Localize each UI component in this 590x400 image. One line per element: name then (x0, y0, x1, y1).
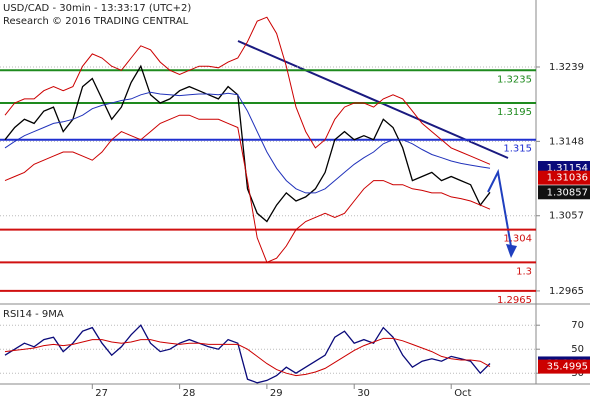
x-tick-label: 27 (95, 388, 108, 399)
arrow-head (506, 244, 517, 258)
price-tag-label: 35.4995 (547, 362, 588, 373)
y-tick-label: 50 (571, 344, 584, 355)
price-tag-label: 1.31036 (547, 173, 588, 184)
level-label: 1.304 (503, 234, 532, 245)
level-label: 1.2965 (497, 295, 532, 306)
y-tick-label: 1.3148 (549, 136, 584, 147)
projection-arrow (487, 168, 513, 253)
trendline (237, 40, 509, 159)
price-tag-label: 1.31154 (547, 163, 588, 174)
series-line (4, 16, 491, 165)
price-tag (538, 170, 590, 185)
x-tick-label: 29 (270, 388, 283, 399)
x-tick-label: 28 (183, 388, 196, 399)
level-label: 1.3195 (497, 107, 532, 118)
level-label: 1.315 (503, 144, 532, 155)
y-tick-label: 1.2965 (549, 286, 584, 297)
series-line (4, 324, 491, 384)
chart-subtitle: Research © 2016 TRADING CENTRAL (3, 16, 189, 27)
y-tick-label: 70 (571, 320, 584, 331)
y-tick-label: 1.3057 (549, 211, 584, 222)
price-tag (538, 185, 590, 200)
price-tag-label: 1.30857 (547, 187, 588, 198)
series-line (4, 337, 491, 377)
panel-title: RSI14 - 9MA (3, 309, 64, 320)
level-label: 1.3235 (497, 74, 532, 85)
x-tick-label: Oct (454, 388, 471, 399)
y-tick-label: 1.3239 (549, 62, 584, 73)
series-line (4, 114, 491, 263)
series-line (4, 91, 491, 194)
x-tick-label: 30 (357, 388, 370, 399)
price-tag (538, 359, 590, 374)
chart-title: USD/CAD - 30min - 13:33:17 (UTC+2) (3, 3, 191, 14)
level-label: 1.3 (516, 266, 532, 277)
y-tick-label: 30 (571, 368, 584, 379)
series-line (4, 64, 491, 223)
